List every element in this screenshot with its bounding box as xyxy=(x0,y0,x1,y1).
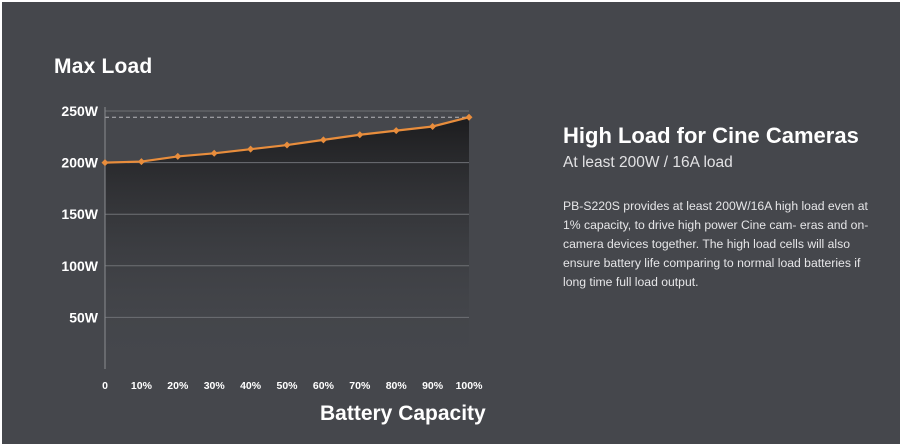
data-point xyxy=(101,159,109,167)
x-tick-label: 0 xyxy=(102,380,108,392)
data-point xyxy=(319,136,327,144)
data-point xyxy=(210,149,218,157)
x-tick-label: 60% xyxy=(313,380,335,392)
data-point xyxy=(174,152,182,160)
data-point xyxy=(247,145,255,153)
area-fill xyxy=(105,117,469,369)
x-tick-label: 100% xyxy=(456,380,484,392)
x-tick-label: 30% xyxy=(204,380,226,392)
x-axis-label: Battery Capacity xyxy=(320,402,486,425)
x-tick-label: 40% xyxy=(240,380,262,392)
data-point xyxy=(356,131,364,139)
data-point xyxy=(465,113,473,121)
chart-title: Max Load xyxy=(54,55,153,78)
data-point xyxy=(283,141,291,149)
data-point xyxy=(429,122,437,130)
y-tick-label: 150W xyxy=(61,206,98,222)
info-title: High Load for Cine Cameras xyxy=(563,123,859,148)
y-tick-label: 200W xyxy=(61,155,98,171)
x-tick-label: 80% xyxy=(386,380,408,392)
x-tick-label: 70% xyxy=(349,380,371,392)
x-tick-label: 20% xyxy=(167,380,189,392)
x-tick-label: 50% xyxy=(276,380,298,392)
y-tick-label: 50W xyxy=(69,309,99,325)
data-point xyxy=(137,158,145,166)
y-tick-label: 250W xyxy=(61,103,98,119)
data-point xyxy=(392,127,400,135)
x-tick-label: 90% xyxy=(422,380,444,392)
info-subtitle: At least 200W / 16A load xyxy=(563,154,733,171)
info-block: High Load for Cine Cameras At least 200W… xyxy=(563,122,883,292)
x-tick-label: 10% xyxy=(131,380,153,392)
y-tick-label: 100W xyxy=(61,258,98,274)
info-body: PB-S220S provides at least 200W/16A high… xyxy=(563,199,869,289)
